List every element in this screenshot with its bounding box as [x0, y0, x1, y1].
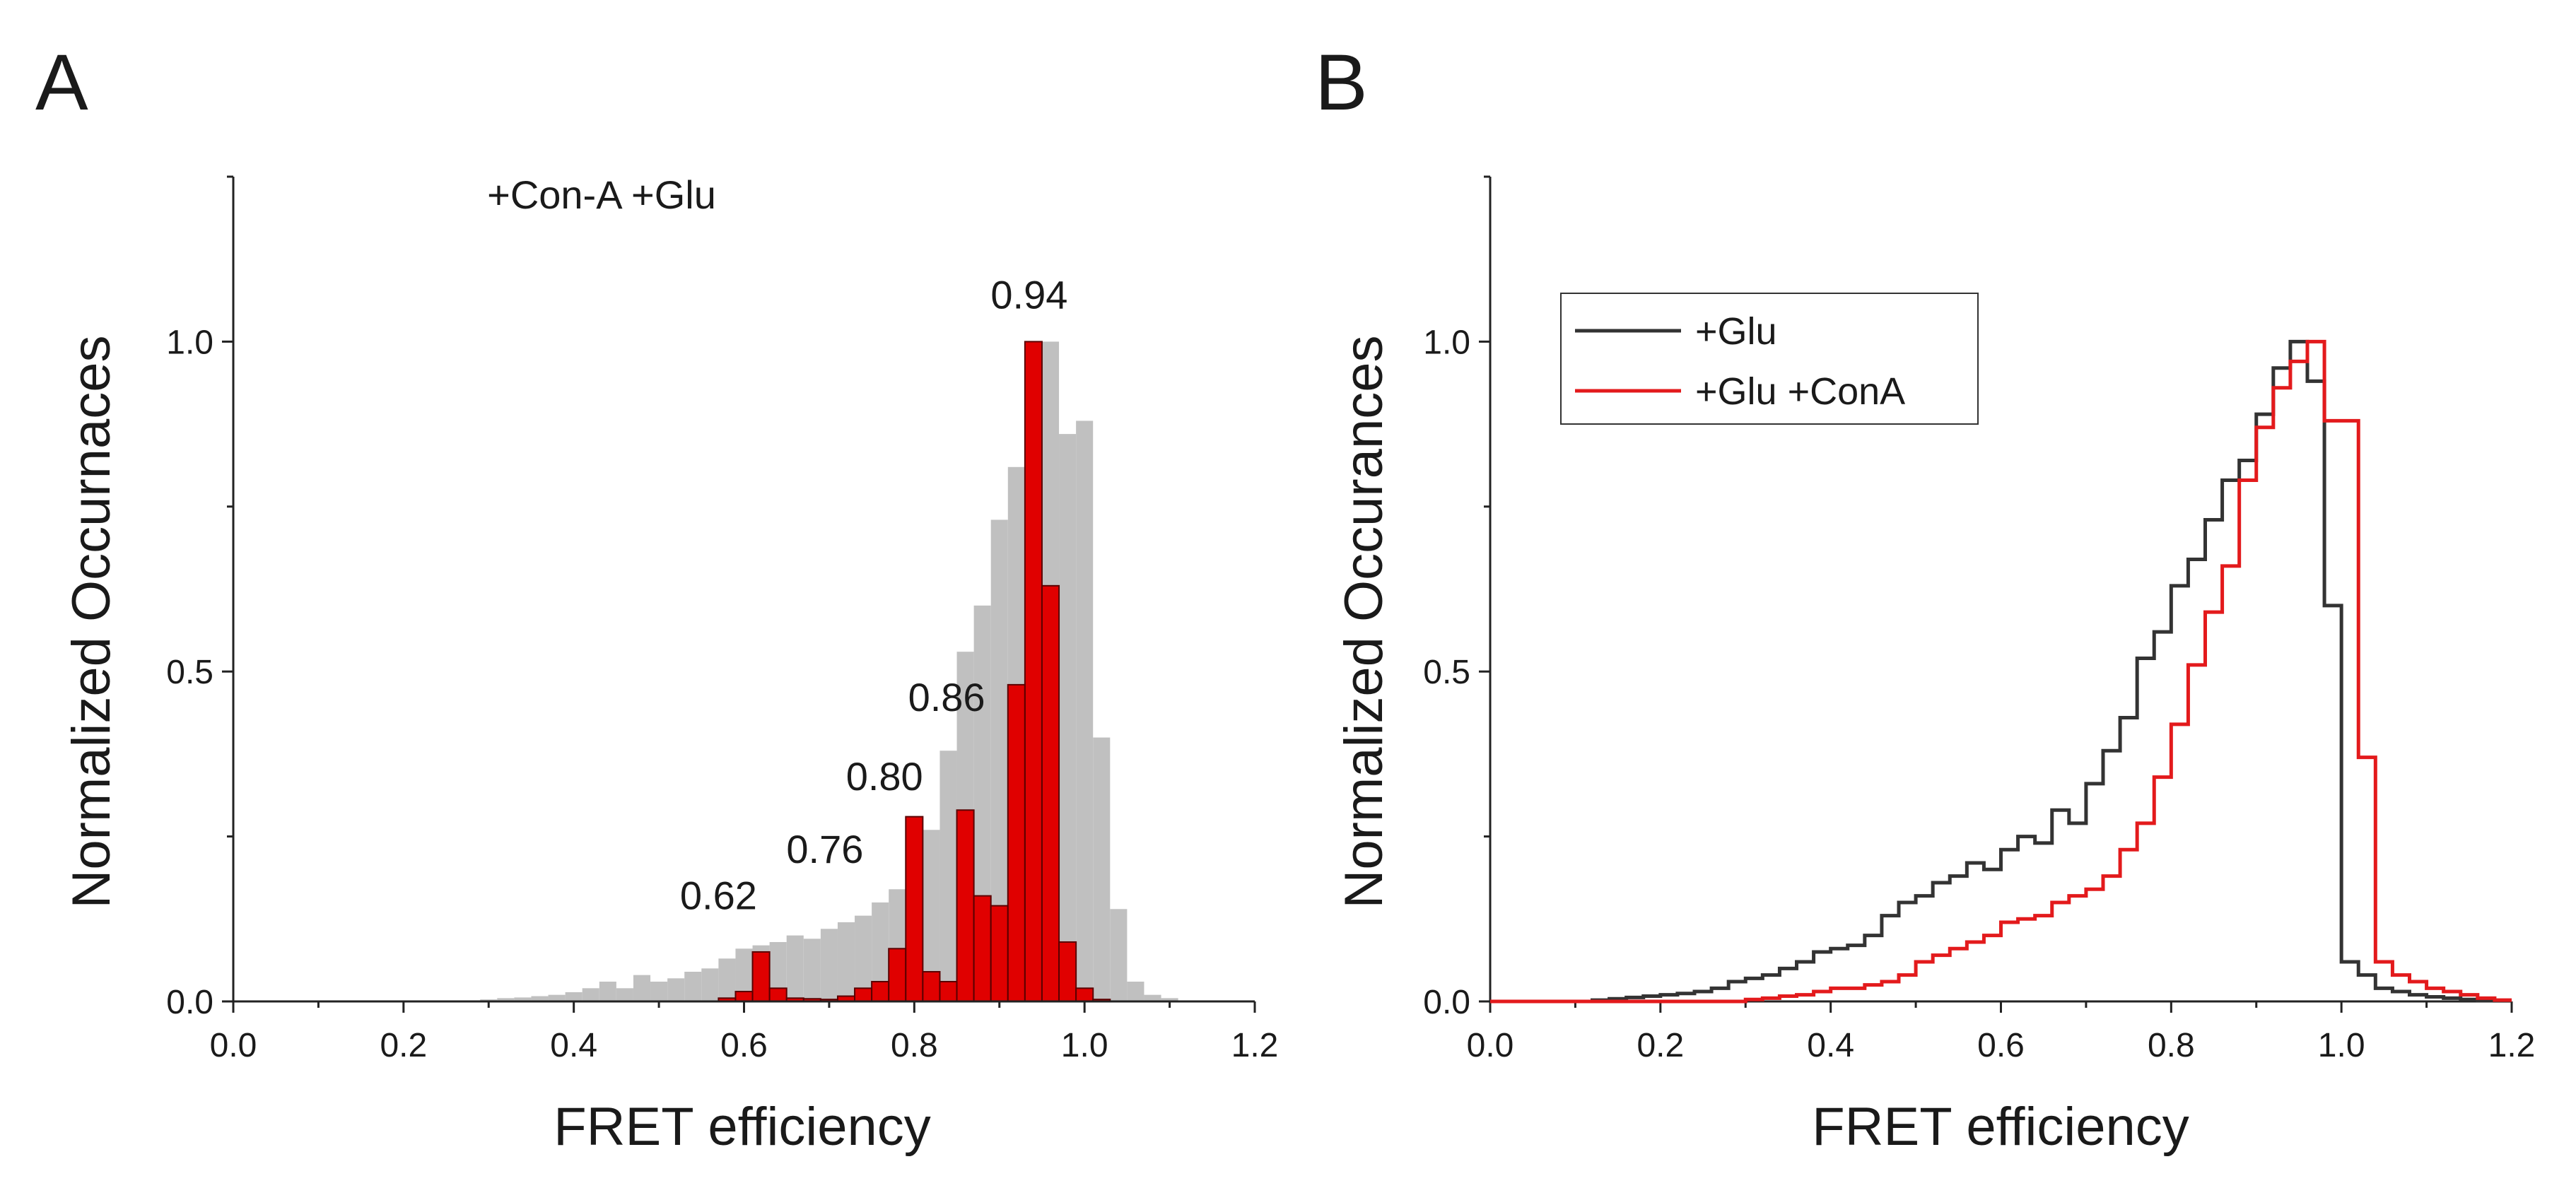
panel-a-x-axis-title: FRET efficiency — [554, 1097, 931, 1157]
panel-a-title: +Con-A +Glu — [487, 172, 716, 217]
panel-b-x-tick-label: 0.2 — [1637, 1027, 1684, 1064]
red-bar — [1075, 987, 1094, 1003]
red-bar — [751, 951, 771, 1002]
background-bar — [855, 915, 872, 1001]
red-bar — [768, 987, 788, 1003]
panel-a-axes: 0.0 0.2 0.4 0.6 0.8 1.0 1.2 0.0 0.5 1.0 — [166, 175, 1279, 1064]
panel-a-background-bars — [480, 341, 1178, 1001]
panel-b: B 0.0 0.2 0.4 0.6 0.8 1.0 1.2 0.0 0.5 1.0 +Glu +G… — [1315, 38, 2535, 1157]
panel-b-x-tick-label: 0.8 — [2148, 1027, 2195, 1064]
panel-b-y-tick-label: 0.0 — [1423, 984, 1470, 1021]
panel-b-legend: +Glu +Glu +ConA — [1560, 293, 1979, 425]
background-bar — [1059, 434, 1077, 1001]
background-bar — [820, 929, 838, 1001]
panel-a-x-tick-label: 1.0 — [1061, 1027, 1108, 1064]
panel-a-x-tick-label: 0.6 — [720, 1027, 768, 1064]
peak-annotation: 0.76 — [786, 827, 863, 871]
panel-a-annotations: 0.62 0.76 0.80 0.86 0.94 — [680, 273, 1068, 918]
background-bar — [1144, 994, 1161, 1001]
panel-a-red-bars — [718, 341, 1111, 1003]
panel-a-y-tick-label: 0.0 — [166, 984, 213, 1021]
background-bar — [633, 975, 651, 1001]
panel-a-x-tick-label: 1.2 — [1231, 1027, 1279, 1064]
panel-b-y-axis-title: Normalized Occurances — [1334, 336, 1394, 909]
background-bar — [548, 994, 566, 1001]
background-bar — [582, 988, 599, 1001]
red-bar — [956, 809, 975, 1002]
panel-b-y-tick-label: 0.5 — [1423, 654, 1470, 691]
background-bar — [718, 958, 736, 1001]
background-bar — [786, 935, 804, 1001]
panel-b-series — [1490, 339, 2512, 1004]
peak-annotation: 0.62 — [680, 873, 757, 917]
legend-label-glu-cona: +Glu +ConA — [1695, 370, 1905, 413]
background-bar — [1161, 998, 1178, 1001]
red-bar — [939, 980, 958, 1002]
red-bar — [871, 980, 890, 1002]
background-bar — [1076, 420, 1094, 1001]
peak-annotation: 0.86 — [908, 675, 985, 719]
red-bar — [905, 816, 924, 1003]
legend-label-glu: +Glu — [1695, 310, 1777, 353]
background-bar — [701, 968, 719, 1001]
series-glu-cona-line — [1490, 339, 2512, 1004]
panel-b-x-axis-title: FRET efficiency — [1812, 1097, 2189, 1157]
panel-a-y-tick-label: 1.0 — [166, 324, 213, 361]
red-bar — [973, 895, 992, 1003]
background-bar — [939, 751, 957, 1001]
background-bar — [497, 998, 515, 1001]
panel-b-y-tick-label: 1.0 — [1423, 324, 1470, 361]
background-bar — [1110, 909, 1128, 1001]
panel-b-x-tick-label: 0.6 — [1977, 1027, 2025, 1064]
red-bar — [1058, 941, 1077, 1002]
background-bar — [1093, 737, 1111, 1001]
panel-a-y-tick-label: 0.5 — [166, 654, 213, 691]
background-bar — [531, 996, 549, 1001]
red-bar — [1024, 341, 1043, 1002]
panel-b-x-tick-label: 1.2 — [2488, 1027, 2536, 1064]
panel-a-y-axis-title: Normalized Occurnaces — [62, 336, 122, 909]
background-bar — [514, 997, 532, 1001]
series-glu-line — [1490, 339, 2512, 1004]
background-bar — [803, 939, 821, 1001]
panel-a-x-tick-label: 0.2 — [380, 1027, 427, 1064]
panel-b-x-tick-label: 0.4 — [1807, 1027, 1854, 1064]
red-bar — [854, 987, 873, 1003]
panel-a-x-tick-label: 0.8 — [891, 1027, 938, 1064]
background-bar — [565, 992, 582, 1001]
red-bar — [990, 905, 1009, 1003]
background-bar — [599, 981, 616, 1001]
panel-b-x-tick-label: 0.0 — [1467, 1027, 1514, 1064]
red-bar — [1041, 584, 1060, 1002]
background-bar — [616, 988, 633, 1001]
red-bar — [922, 970, 941, 1003]
background-bar — [837, 922, 855, 1001]
panel-b-letter: B — [1315, 38, 1368, 127]
panel-a-x-tick-label: 0.0 — [210, 1027, 257, 1064]
background-bar — [667, 978, 685, 1001]
red-bar — [1007, 683, 1026, 1002]
background-bar — [684, 971, 702, 1001]
red-bar — [888, 948, 907, 1003]
panel-a-letter: A — [35, 38, 88, 127]
peak-annotation: 0.80 — [846, 754, 923, 799]
background-bar — [1127, 981, 1144, 1001]
panel-b-x-tick-label: 1.0 — [2318, 1027, 2365, 1064]
panel-a-x-tick-label: 0.4 — [550, 1027, 597, 1064]
panel-a: A 0.0 0.2 0.4 0.6 0.8 1.0 1.2 0.0 0.5 1.0 0.62 0.7… — [35, 38, 1278, 1157]
background-bar — [650, 981, 668, 1001]
red-bar — [734, 990, 754, 1002]
peak-annotation: 0.94 — [990, 273, 1067, 317]
legend-frame — [1560, 293, 1979, 425]
